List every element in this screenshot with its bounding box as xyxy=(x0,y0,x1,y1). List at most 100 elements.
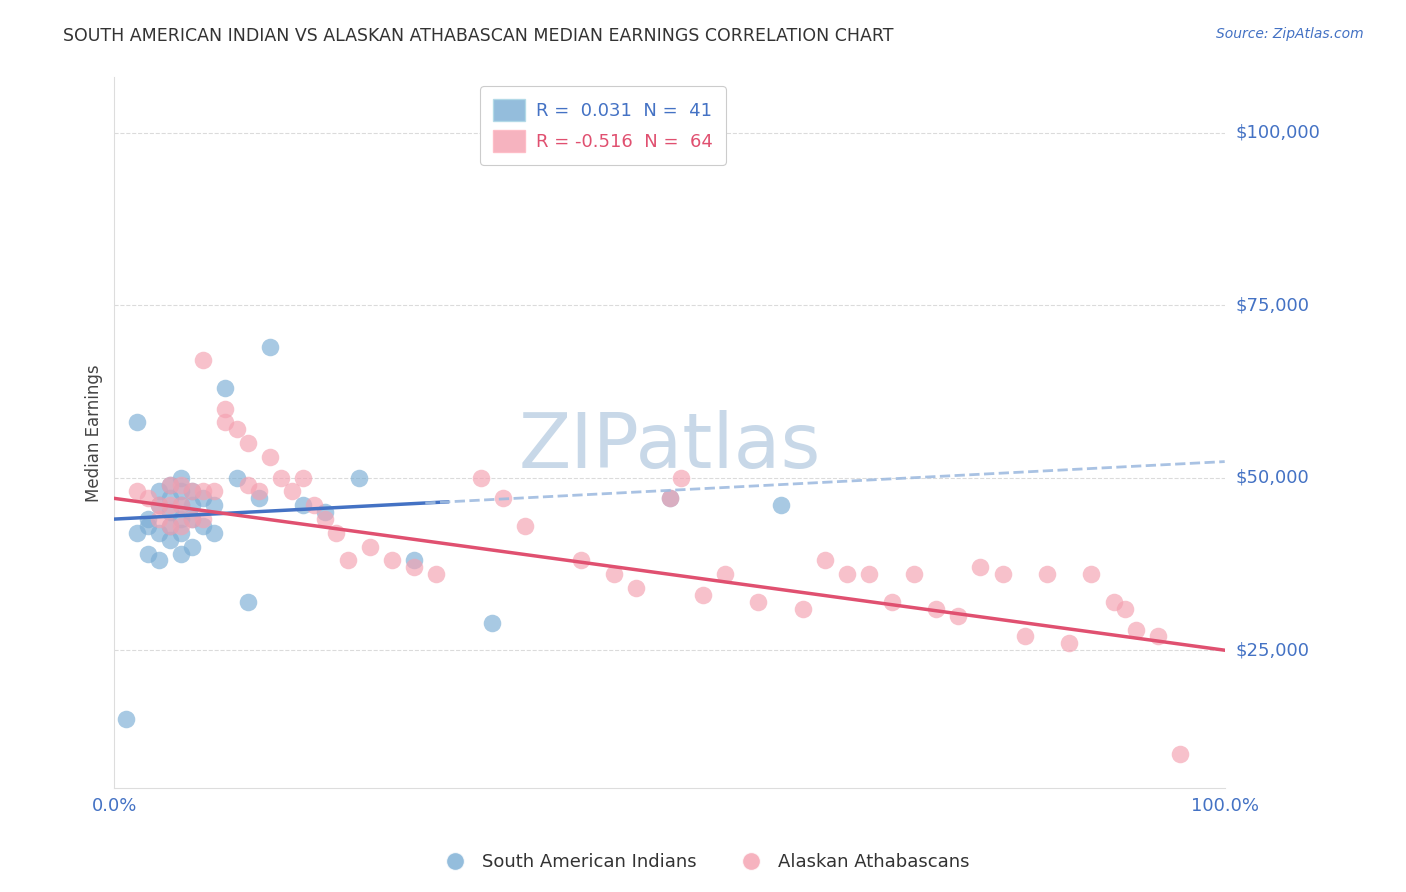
Point xyxy=(714,567,737,582)
Text: $75,000: $75,000 xyxy=(1236,296,1310,314)
Point xyxy=(159,505,181,519)
Point xyxy=(1102,595,1125,609)
Point xyxy=(281,484,304,499)
Point xyxy=(136,491,159,506)
Point xyxy=(858,567,880,582)
Point xyxy=(148,525,170,540)
Point xyxy=(515,519,537,533)
Point xyxy=(292,471,315,485)
Point xyxy=(1114,602,1136,616)
Text: ZIPatlas: ZIPatlas xyxy=(519,410,821,484)
Point xyxy=(170,519,193,533)
Point xyxy=(148,512,170,526)
Text: SOUTH AMERICAN INDIAN VS ALASKAN ATHABASCAN MEDIAN EARNINGS CORRELATION CHART: SOUTH AMERICAN INDIAN VS ALASKAN ATHABAS… xyxy=(63,27,894,45)
Point xyxy=(181,484,204,499)
Point xyxy=(1036,567,1059,582)
Point xyxy=(692,588,714,602)
Point xyxy=(170,512,193,526)
Point xyxy=(159,519,181,533)
Point xyxy=(214,381,236,395)
Point xyxy=(202,498,225,512)
Point xyxy=(125,484,148,499)
Point xyxy=(170,498,193,512)
Point xyxy=(314,512,336,526)
Point xyxy=(170,477,193,491)
Point xyxy=(159,477,181,491)
Point xyxy=(336,553,359,567)
Point xyxy=(170,471,193,485)
Point xyxy=(214,401,236,416)
Point xyxy=(259,450,281,464)
Point xyxy=(170,484,193,499)
Point xyxy=(425,567,447,582)
Point xyxy=(837,567,859,582)
Point xyxy=(170,498,193,512)
Point xyxy=(404,553,426,567)
Point xyxy=(903,567,925,582)
Point xyxy=(1125,623,1147,637)
Point xyxy=(214,416,236,430)
Point xyxy=(225,471,247,485)
Text: $25,000: $25,000 xyxy=(1236,641,1310,659)
Point xyxy=(159,519,181,533)
Point xyxy=(314,505,336,519)
Point xyxy=(181,512,204,526)
Point xyxy=(1168,747,1191,761)
Point xyxy=(259,340,281,354)
Point xyxy=(193,491,215,506)
Point xyxy=(170,525,193,540)
Point xyxy=(181,512,204,526)
Point xyxy=(202,484,225,499)
Point xyxy=(991,567,1014,582)
Point xyxy=(247,491,270,506)
Point xyxy=(114,712,136,726)
Point xyxy=(148,484,170,499)
Point xyxy=(325,525,347,540)
Point xyxy=(225,422,247,436)
Point xyxy=(181,484,204,499)
Point xyxy=(304,498,326,512)
Point xyxy=(148,498,170,512)
Legend: South American Indians, Alaskan Athabascans: South American Indians, Alaskan Athabasc… xyxy=(429,847,977,879)
Point xyxy=(236,477,259,491)
Point xyxy=(1014,629,1036,643)
Point xyxy=(747,595,769,609)
Point xyxy=(880,595,903,609)
Point xyxy=(125,416,148,430)
Y-axis label: Median Earnings: Median Earnings xyxy=(86,364,103,501)
Point xyxy=(492,491,515,506)
Point xyxy=(270,471,292,485)
Point xyxy=(669,471,692,485)
Legend: R =  0.031  N =  41, R = -0.516  N =  64: R = 0.031 N = 41, R = -0.516 N = 64 xyxy=(481,87,725,165)
Point xyxy=(1147,629,1170,643)
Point xyxy=(359,540,381,554)
Point xyxy=(170,547,193,561)
Point xyxy=(193,484,215,499)
Point xyxy=(948,608,970,623)
Point xyxy=(125,525,148,540)
Point xyxy=(193,353,215,368)
Point xyxy=(658,491,681,506)
Text: Source: ZipAtlas.com: Source: ZipAtlas.com xyxy=(1216,27,1364,41)
Point xyxy=(769,498,792,512)
Text: $100,000: $100,000 xyxy=(1236,124,1320,142)
Point xyxy=(236,595,259,609)
Point xyxy=(481,615,503,630)
Point xyxy=(814,553,837,567)
Point xyxy=(159,533,181,547)
Point xyxy=(159,498,181,512)
Point xyxy=(181,540,204,554)
Point xyxy=(347,471,370,485)
Point xyxy=(148,498,170,512)
Point xyxy=(1059,636,1081,650)
Point xyxy=(236,436,259,450)
Point xyxy=(603,567,626,582)
Point xyxy=(159,491,181,506)
Point xyxy=(148,553,170,567)
Point xyxy=(925,602,948,616)
Point xyxy=(247,484,270,499)
Point xyxy=(381,553,404,567)
Point xyxy=(202,525,225,540)
Point xyxy=(181,498,204,512)
Point xyxy=(792,602,814,616)
